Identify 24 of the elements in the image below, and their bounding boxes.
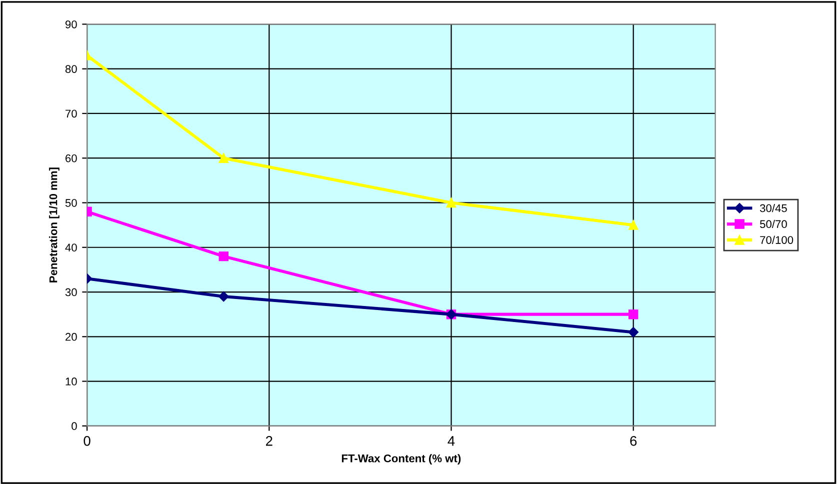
y-axis-title: Penetration [1/10 mm] xyxy=(49,168,60,282)
point xyxy=(628,327,638,338)
y-tick-label: 80 xyxy=(65,65,77,73)
point xyxy=(628,309,638,320)
point xyxy=(446,198,456,208)
x-tick-label: 2 xyxy=(266,436,272,446)
y-tick-label: 40 xyxy=(65,244,77,252)
legend-label: 30/45 xyxy=(760,204,787,212)
y-tick-label: 0 xyxy=(72,422,77,430)
y-tick-label: 70 xyxy=(66,110,77,118)
y-tick-label: 30 xyxy=(65,288,77,296)
x-axis-title: FT-Wax Content (% wt) xyxy=(342,454,461,464)
x-tick-label: 0 xyxy=(84,436,90,446)
legend-label: 50/70 xyxy=(760,220,787,228)
y-tick-label: 90 xyxy=(65,20,77,28)
x-tick-label: 4 xyxy=(448,436,455,446)
legend-label: 70/100 xyxy=(760,236,794,244)
y-tick-label: 60 xyxy=(66,154,77,162)
y-tick-label: 50 xyxy=(65,199,77,207)
point xyxy=(628,220,638,230)
y-tick-label: 20 xyxy=(66,332,77,341)
point xyxy=(218,291,229,302)
x-tick-label: 6 xyxy=(630,436,637,446)
y-tick-label: 10 xyxy=(66,378,77,386)
